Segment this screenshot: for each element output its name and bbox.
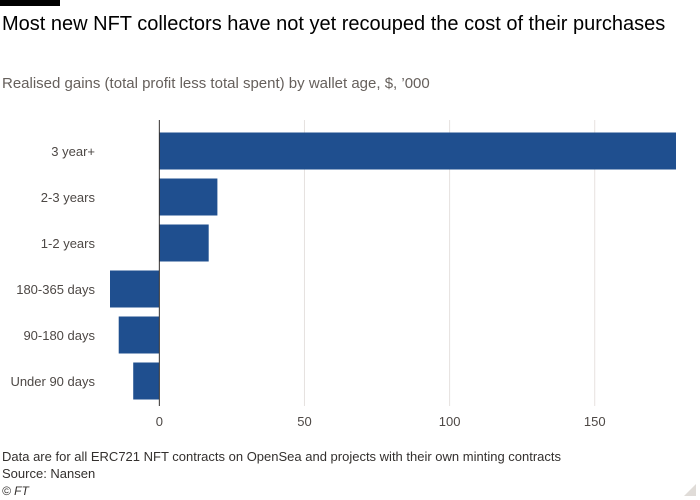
category-label: 3 year+ (51, 144, 95, 159)
category-label: 1-2 years (41, 236, 96, 251)
category-label: 2-3 years (41, 190, 96, 205)
bar (159, 178, 218, 216)
category-label: 90-180 days (23, 328, 95, 343)
bar (110, 270, 160, 308)
chart-footnote: Data are for all ERC721 NFT contracts on… (2, 449, 562, 464)
chart-title: Most new NFT collectors have not yet rec… (2, 13, 666, 35)
category-label: 180-365 days (16, 282, 95, 297)
chart-subtitle: Realised gains (total profit less total … (2, 75, 430, 92)
bar-chart: 3 year+ 2-3 years 1-2 years 180-365 days 90-… (10, 120, 677, 429)
ft-credit: © FT (2, 484, 29, 498)
category-label: Under 90 days (10, 374, 95, 389)
bar (133, 362, 160, 400)
x-tick-label: 100 (439, 414, 461, 429)
x-tick-label: 50 (297, 414, 311, 429)
chart-source: Source: Nansen (2, 466, 96, 481)
corner-fold-icon (684, 484, 696, 496)
ft-top-bar (0, 0, 60, 6)
bar (118, 316, 160, 354)
x-tick-label: 150 (584, 414, 606, 429)
bar (159, 132, 677, 170)
bar (159, 224, 209, 262)
x-tick-label: 0 (156, 414, 163, 429)
